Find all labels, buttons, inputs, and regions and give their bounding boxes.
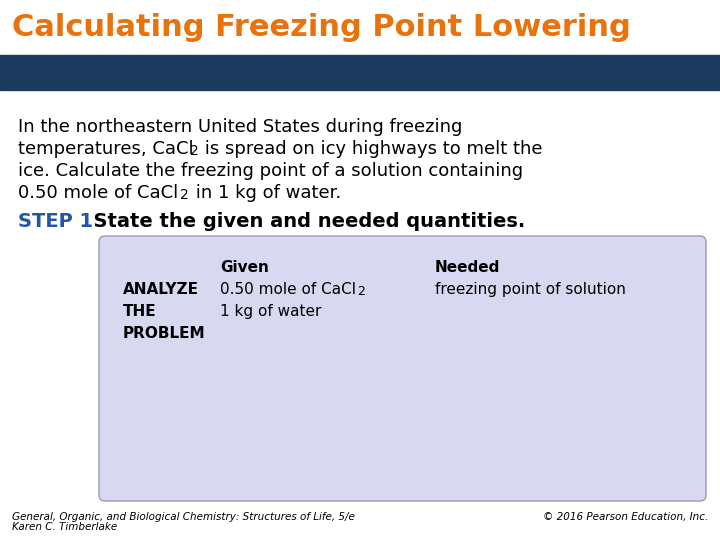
Text: General, Organic, and Biological Chemistry: Structures of Life, 5/e: General, Organic, and Biological Chemist… [12,512,355,522]
Bar [0,55,720,90]
Text: PROBLEM: PROBLEM [123,326,206,341]
Text: in 1 kg of water.: in 1 kg of water. [189,184,341,202]
Text: 2: 2 [357,285,365,298]
Text: © 2016 Pearson Education, Inc.: © 2016 Pearson Education, Inc. [543,512,708,522]
Text: ice. Calculate the freezing point of a solution containing: ice. Calculate the freezing point of a s… [18,162,523,180]
Text: In the northeastern United States during freezing: In the northeastern United States during… [18,118,462,136]
Text: 2: 2 [180,188,189,202]
Text: 2: 2 [189,144,198,158]
Text: ANALYZE: ANALYZE [123,282,199,297]
Text: 0.50 mole of CaCl: 0.50 mole of CaCl [18,184,179,202]
Text: freezing point of solution: freezing point of solution [435,282,626,297]
Text: Karen C. Timberlake: Karen C. Timberlake [12,522,117,532]
Text: Calculating Freezing Point Lowering: Calculating Freezing Point Lowering [12,13,631,42]
FancyBboxPatch shape [99,236,706,501]
Text: State the given and needed quantities.: State the given and needed quantities. [80,212,525,231]
Text: Given: Given [220,260,269,275]
Text: STEP 1: STEP 1 [18,212,93,231]
Text: temperatures, CaCl: temperatures, CaCl [18,140,194,158]
Text: THE: THE [123,304,157,319]
Text: 1 kg of water: 1 kg of water [220,304,321,319]
Text: 0.50 mole of CaCl: 0.50 mole of CaCl [220,282,356,297]
Text: Needed: Needed [435,260,500,275]
Text: is spread on icy highways to melt the: is spread on icy highways to melt the [199,140,543,158]
